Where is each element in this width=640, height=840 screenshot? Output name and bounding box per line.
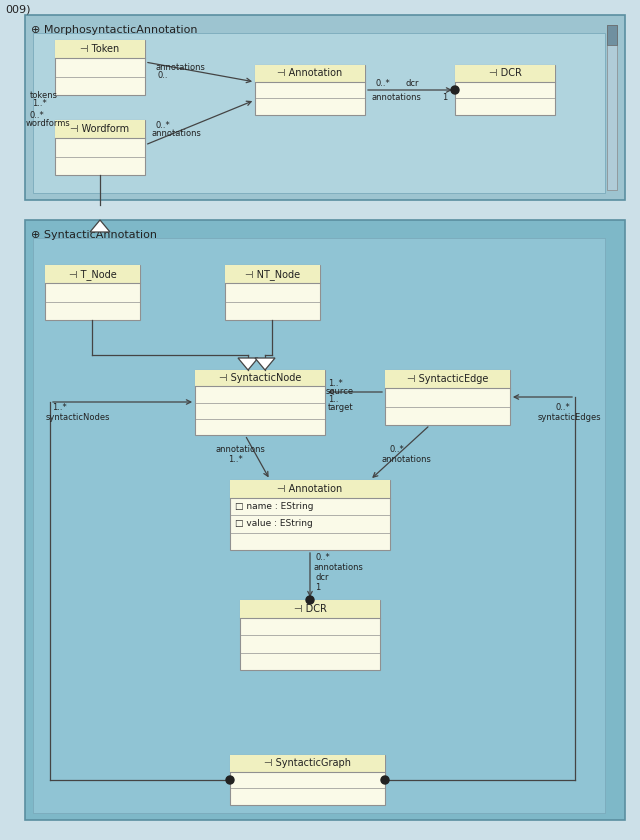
- Bar: [455, 65, 555, 81]
- Text: ⊣ SyntacticEdge: ⊣ SyntacticEdge: [407, 374, 488, 384]
- Text: ⊕ SyntacticAnnotation: ⊕ SyntacticAnnotation: [31, 230, 157, 240]
- Circle shape: [381, 776, 389, 784]
- Text: ⊣ T_Node: ⊣ T_Node: [68, 269, 116, 280]
- Circle shape: [306, 596, 314, 604]
- Bar: [55, 40, 145, 95]
- Polygon shape: [238, 358, 258, 370]
- Bar: [230, 755, 385, 805]
- Bar: [33, 238, 605, 813]
- Bar: [455, 65, 555, 115]
- Bar: [240, 600, 380, 617]
- Text: 0..*: 0..*: [155, 120, 170, 129]
- Bar: [240, 600, 380, 670]
- Text: 0..*: 0..*: [30, 111, 45, 119]
- Text: 0..*: 0..*: [555, 403, 570, 412]
- Bar: [55, 120, 145, 139]
- Text: ⊣ SyntacticGraph: ⊣ SyntacticGraph: [264, 759, 351, 769]
- Bar: [55, 40, 145, 58]
- Text: dcr: dcr: [315, 574, 328, 582]
- Text: 0..*: 0..*: [315, 554, 330, 563]
- Text: ⊣ Annotation: ⊣ Annotation: [277, 68, 342, 78]
- Polygon shape: [255, 358, 275, 370]
- Bar: [33, 33, 605, 193]
- Circle shape: [451, 86, 459, 94]
- Bar: [607, 25, 617, 45]
- Text: wordforms: wordforms: [26, 118, 71, 128]
- Text: □ value : EString: □ value : EString: [235, 519, 313, 528]
- Text: 0..*: 0..*: [375, 78, 390, 87]
- Bar: [230, 480, 390, 550]
- Bar: [230, 480, 390, 497]
- Bar: [25, 220, 625, 820]
- Circle shape: [226, 776, 234, 784]
- Text: source: source: [326, 386, 354, 396]
- Text: 0..: 0..: [158, 71, 168, 81]
- Text: 1..*: 1..*: [52, 403, 67, 412]
- Text: ⊣ Wordform: ⊣ Wordform: [70, 124, 129, 134]
- Text: target: target: [328, 403, 354, 412]
- Text: annotations: annotations: [372, 92, 422, 102]
- Text: annotations: annotations: [155, 64, 205, 72]
- Bar: [255, 65, 365, 115]
- Bar: [225, 265, 320, 320]
- Bar: [25, 15, 625, 200]
- Text: ⊣ DCR: ⊣ DCR: [488, 68, 522, 78]
- Text: 0..*: 0..*: [390, 445, 404, 454]
- Text: 1..*: 1..*: [228, 455, 243, 465]
- Text: □ name : EString: □ name : EString: [235, 501, 314, 511]
- Bar: [255, 65, 365, 81]
- Text: 1: 1: [442, 92, 447, 102]
- Text: ⊣ DCR: ⊣ DCR: [294, 604, 326, 614]
- Text: ⊣ Annotation: ⊣ Annotation: [277, 484, 342, 494]
- Text: annotations: annotations: [382, 455, 432, 465]
- Bar: [195, 370, 325, 435]
- Bar: [55, 120, 145, 175]
- Text: syntacticNodes: syntacticNodes: [46, 413, 111, 423]
- Text: annotations: annotations: [152, 129, 202, 138]
- Text: 1..*: 1..*: [328, 379, 343, 387]
- Bar: [45, 265, 140, 320]
- Bar: [385, 370, 510, 425]
- Bar: [607, 25, 617, 190]
- Text: ⊕ MorphosyntacticAnnotation: ⊕ MorphosyntacticAnnotation: [31, 25, 198, 35]
- Text: 009): 009): [5, 5, 31, 15]
- Bar: [225, 265, 320, 283]
- Bar: [45, 265, 140, 283]
- Text: 1..*: 1..*: [32, 98, 47, 108]
- Text: ⊣ Token: ⊣ Token: [81, 45, 120, 54]
- Polygon shape: [90, 220, 110, 232]
- Bar: [195, 370, 325, 386]
- Bar: [385, 370, 510, 388]
- Text: ⊣ NT_Node: ⊣ NT_Node: [245, 269, 300, 280]
- Text: 1: 1: [315, 584, 320, 592]
- Text: tokens: tokens: [30, 91, 58, 99]
- Bar: [230, 755, 385, 772]
- Text: annotations: annotations: [313, 564, 363, 573]
- Text: ⊣ SyntacticNode: ⊣ SyntacticNode: [219, 373, 301, 383]
- Text: annotations: annotations: [215, 445, 265, 454]
- Text: 1..: 1..: [328, 396, 339, 405]
- Text: syntacticEdges: syntacticEdges: [538, 413, 602, 423]
- Text: dcr: dcr: [405, 78, 419, 87]
